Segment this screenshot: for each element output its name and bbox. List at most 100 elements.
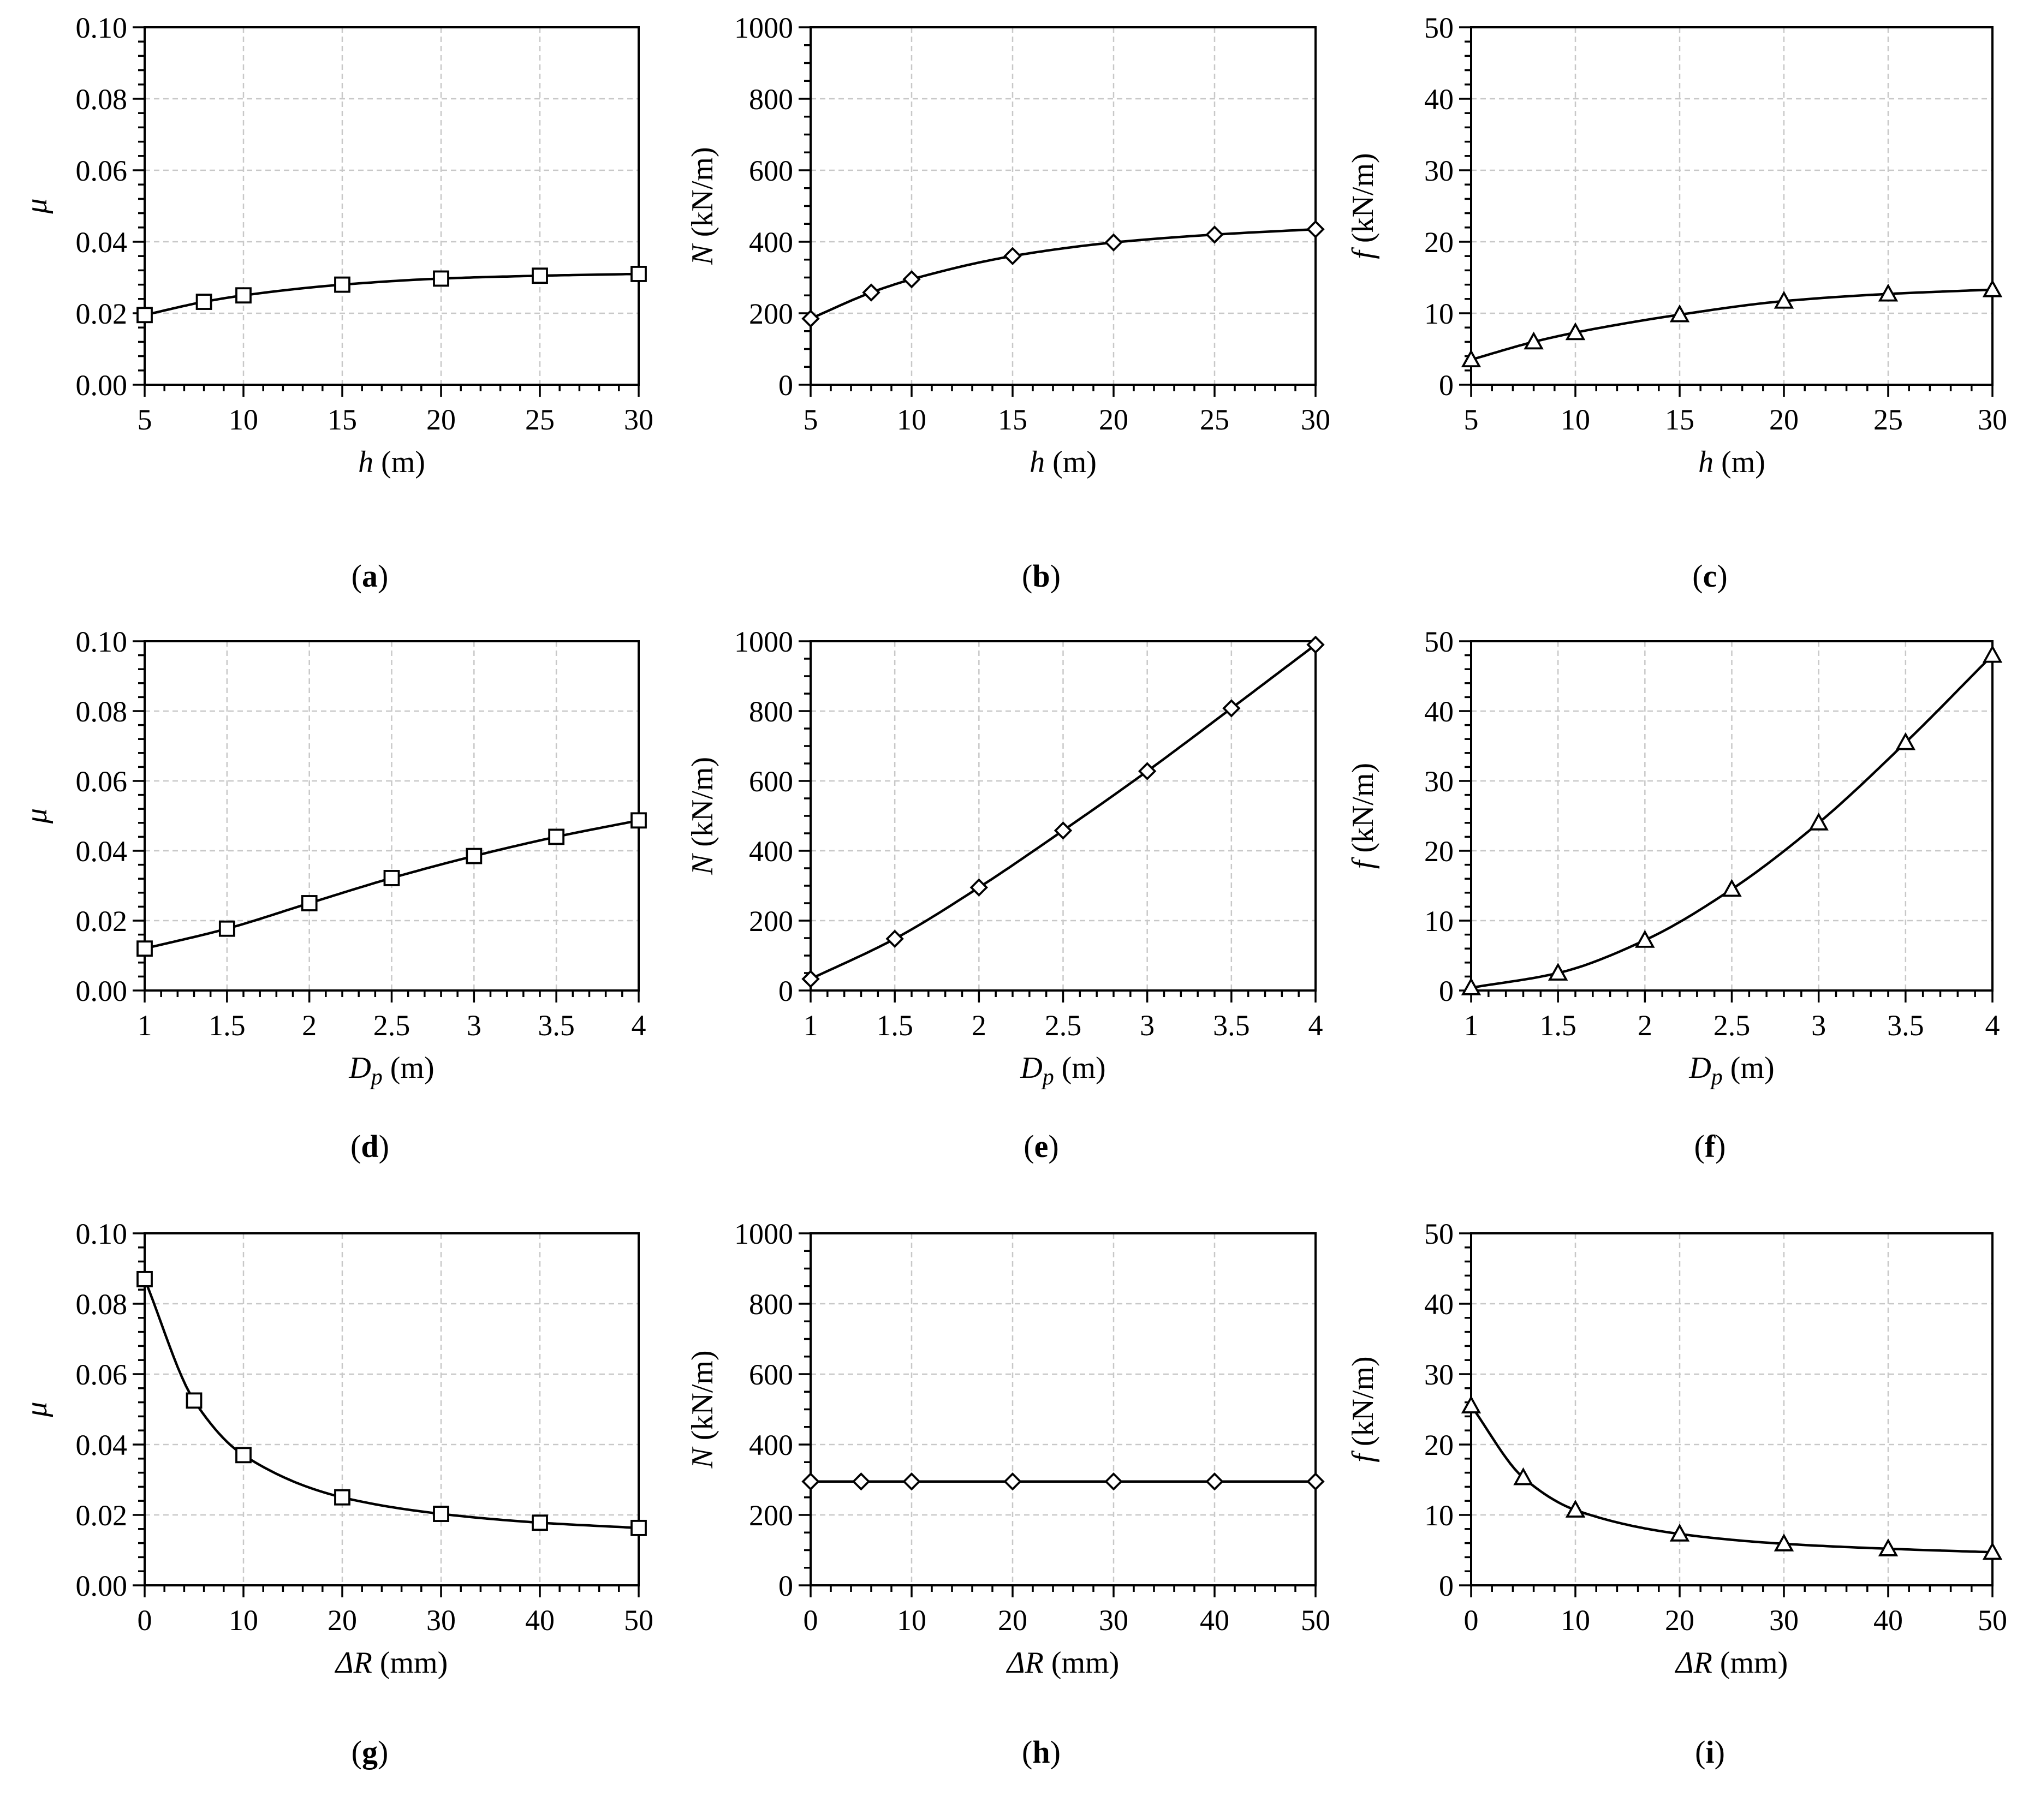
data-point	[1054, 821, 1073, 840]
chart-panel-b: 5 10 15 20 25 30 0 200 400 600 800 1000 h (m) N (kN/m…	[686, 11, 1330, 594]
x-tick-label: 0	[1464, 1604, 1479, 1637]
data-point	[630, 266, 647, 282]
y-tick-label: 1000	[734, 625, 793, 658]
data-point	[1669, 1523, 1690, 1542]
y-axis-label: μ	[20, 198, 53, 214]
data-point	[1461, 349, 1481, 368]
y-tick-label: 0.00	[76, 369, 128, 402]
data-point	[969, 878, 989, 897]
data-point	[1104, 233, 1123, 252]
x-tick-label: 30	[426, 1604, 456, 1637]
data-point	[1138, 762, 1157, 780]
y-tick-label: 1000	[734, 1218, 793, 1250]
y-axis-label: f (kN/m)	[1346, 1356, 1380, 1462]
x-tick-label: 1.5	[876, 1009, 913, 1042]
y-tick-label: 0.08	[76, 1288, 128, 1321]
x-tick-label: 10	[229, 403, 258, 436]
fitted-curve	[1471, 288, 1993, 361]
data-point	[532, 267, 548, 284]
y-tick-label: 600	[749, 154, 793, 187]
x-tick-label: 15	[998, 403, 1027, 436]
data-point	[1222, 699, 1241, 718]
data-point	[433, 1506, 449, 1522]
data-point	[433, 270, 449, 287]
data-point	[1003, 247, 1022, 265]
data-point	[1565, 322, 1586, 341]
x-tick-label: 3.5	[538, 1009, 575, 1042]
chart-panel-i: 0 10 20 30 40 50 0 10 20 30 40 50 ΔR (mm) f (kN/m) (i)	[1346, 1218, 2007, 1770]
fitted-curve	[144, 272, 639, 317]
y-tick-label: 30	[1424, 1358, 1454, 1391]
x-axis-label: h (m)	[1030, 445, 1097, 479]
data-point	[1306, 1472, 1325, 1491]
x-tick-label: 1.5	[1539, 1009, 1576, 1042]
plot-frame	[810, 640, 1317, 992]
x-tick-label: 30	[1769, 1604, 1799, 1637]
y-tick-label: 0.06	[76, 765, 128, 798]
y-tick-label: 50	[1424, 625, 1454, 658]
data-point	[466, 848, 483, 864]
y-tick-label: 40	[1424, 695, 1454, 728]
x-tick-label: 25	[525, 403, 555, 436]
data-point	[1635, 929, 1655, 948]
x-tick-label: 3.5	[1887, 1009, 1924, 1042]
data-point	[1548, 963, 1568, 981]
y-tick-label: 600	[749, 765, 793, 798]
x-tick-label: 0	[804, 1604, 818, 1637]
chart-panel-g: 0 10 20 30 40 50 0.00 0.02 0.04 0.06 0.08 0.10 ΔR (m…	[20, 1218, 653, 1770]
y-axis-label: N (kN/m)	[686, 147, 719, 265]
data-point	[1982, 1542, 2003, 1560]
y-tick-label: 400	[749, 226, 793, 259]
x-tick-label: 30	[1099, 1604, 1128, 1637]
chart-panel-e: 1 1.5 2 2.5 3 3.5 4 0 200 400 600 800 1000 Dp (m) N (k…	[686, 625, 1325, 1164]
x-tick-label: 40	[1200, 1604, 1229, 1637]
y-tick-label: 0.04	[76, 226, 128, 259]
data-point	[334, 276, 350, 293]
y-tick-label: 0.10	[76, 1218, 128, 1250]
y-tick-label: 30	[1424, 765, 1454, 798]
x-axis-label: ΔR (mm)	[1006, 1646, 1120, 1680]
x-tick-label: 4	[1308, 1009, 1323, 1042]
data-point	[1513, 1467, 1533, 1485]
y-tick-label: 1000	[734, 11, 793, 44]
x-tick-label: 25	[1200, 403, 1229, 436]
y-tick-label: 50	[1424, 1218, 1454, 1250]
panel-label: (f)	[1694, 1129, 1726, 1164]
data-point	[301, 895, 318, 911]
x-tick-label: 10	[229, 1604, 258, 1637]
chart-panel-c: 5 10 15 20 25 30 0 10 20 30 40 50 h (m) f (kN/m) (c)	[1346, 11, 2007, 594]
y-tick-label: 0.00	[76, 1570, 128, 1602]
x-tick-label: 2.5	[373, 1009, 410, 1042]
y-tick-label: 10	[1424, 1499, 1454, 1532]
plot-frame	[1470, 640, 1994, 992]
y-tick-label: 0	[1439, 1570, 1454, 1602]
x-tick-label: 25	[1873, 403, 1903, 436]
data-point	[1808, 812, 1829, 831]
x-tick-label: 2.5	[1045, 1009, 1082, 1042]
data-point	[1895, 732, 1916, 750]
x-tick-label: 20	[1769, 403, 1799, 436]
panel-label: (d)	[350, 1129, 389, 1164]
data-point	[136, 1270, 153, 1287]
y-tick-label: 50	[1424, 11, 1454, 44]
y-tick-label: 0.08	[76, 695, 128, 728]
y-tick-label: 0.08	[76, 83, 128, 116]
panel-label: (a)	[352, 558, 389, 594]
x-tick-label: 40	[1873, 1604, 1903, 1637]
panel-label: (g)	[352, 1734, 389, 1770]
y-tick-label: 0.02	[76, 905, 128, 938]
y-tick-label: 0.04	[76, 835, 128, 868]
data-point	[852, 1472, 871, 1491]
y-axis-label: f (kN/m)	[1346, 763, 1380, 869]
x-tick-label: 1	[138, 1009, 152, 1042]
data-point	[885, 929, 904, 948]
y-tick-label: 0	[778, 1570, 793, 1602]
y-tick-label: 400	[749, 835, 793, 868]
x-tick-label: 20	[328, 1604, 357, 1637]
fitted-curve	[143, 1278, 639, 1530]
y-tick-label: 600	[749, 1358, 793, 1391]
y-tick-label: 20	[1424, 835, 1454, 868]
x-tick-label: 40	[525, 1604, 555, 1637]
x-axis-label: Dp (m)	[1688, 1051, 1774, 1090]
y-tick-label: 10	[1424, 905, 1454, 938]
